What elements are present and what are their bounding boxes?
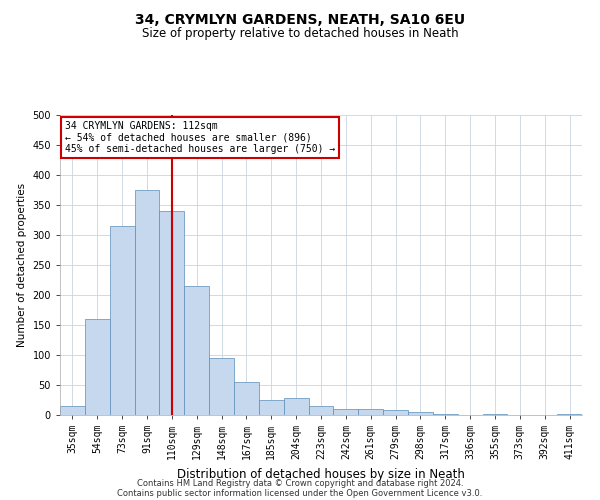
Text: Contains public sector information licensed under the Open Government Licence v3: Contains public sector information licen… xyxy=(118,488,482,498)
Bar xyxy=(209,358,234,415)
Bar xyxy=(334,409,358,415)
Text: Size of property relative to detached houses in Neath: Size of property relative to detached ho… xyxy=(142,28,458,40)
Bar xyxy=(60,406,85,415)
Bar xyxy=(234,382,259,415)
Text: Contains HM Land Registry data © Crown copyright and database right 2024.: Contains HM Land Registry data © Crown c… xyxy=(137,478,463,488)
Text: 34 CRYMLYN GARDENS: 112sqm
← 54% of detached houses are smaller (896)
45% of sem: 34 CRYMLYN GARDENS: 112sqm ← 54% of deta… xyxy=(65,121,335,154)
Bar xyxy=(408,412,433,415)
X-axis label: Distribution of detached houses by size in Neath: Distribution of detached houses by size … xyxy=(177,468,465,480)
Bar xyxy=(433,414,458,415)
Bar xyxy=(284,398,308,415)
Bar xyxy=(184,286,209,415)
Bar xyxy=(308,406,334,415)
Y-axis label: Number of detached properties: Number of detached properties xyxy=(17,183,27,347)
Bar xyxy=(134,190,160,415)
Bar xyxy=(358,409,383,415)
Bar xyxy=(85,319,110,415)
Bar xyxy=(482,414,508,415)
Bar xyxy=(557,414,582,415)
Bar xyxy=(259,400,284,415)
Bar xyxy=(110,226,134,415)
Bar xyxy=(160,211,184,415)
Bar xyxy=(383,410,408,415)
Text: 34, CRYMLYN GARDENS, NEATH, SA10 6EU: 34, CRYMLYN GARDENS, NEATH, SA10 6EU xyxy=(135,12,465,26)
